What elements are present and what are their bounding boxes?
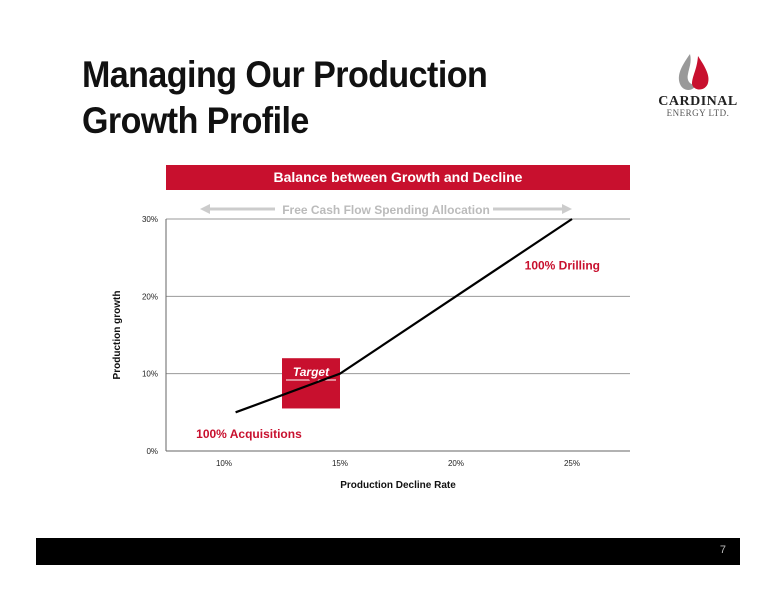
annotation-drilling: 100% Drilling bbox=[525, 258, 600, 272]
x-tick-label: 20% bbox=[448, 459, 464, 468]
title-line-1: Managing Our Production bbox=[82, 54, 488, 95]
target-label: Target bbox=[293, 365, 330, 379]
cash-flow-arrow: Free Cash Flow Spending Allocation bbox=[200, 203, 572, 217]
y-tick-label: 0% bbox=[146, 447, 158, 456]
x-tick-label: 25% bbox=[564, 459, 580, 468]
flame-drop-icon bbox=[678, 54, 709, 90]
logo-name: CARDINAL bbox=[658, 94, 738, 109]
x-tick-label: 15% bbox=[332, 459, 348, 468]
page-title: Managing Our Production Growth Profile bbox=[82, 52, 488, 144]
footer-bar: 7 bbox=[36, 538, 740, 565]
title-line-2: Growth Profile bbox=[82, 100, 309, 141]
logo-subtitle: ENERGY LTD. bbox=[666, 108, 730, 118]
y-tick-label: 20% bbox=[142, 292, 158, 301]
company-logo: CARDINAL ENERGY LTD. bbox=[650, 48, 746, 128]
y-tick-label: 10% bbox=[142, 370, 158, 379]
chart-banner: Balance between Growth and Decline bbox=[166, 165, 630, 190]
annotation-acquisitions: 100% Acquisitions bbox=[196, 427, 302, 441]
series-line bbox=[235, 218, 573, 414]
x-tick-label: 10% bbox=[216, 459, 232, 468]
arrow-label: Free Cash Flow Spending Allocation bbox=[282, 203, 490, 217]
x-axis-label: Production Decline Rate bbox=[340, 480, 456, 491]
y-tick-label: 30% bbox=[142, 215, 158, 224]
y-axis-label: Production growth bbox=[112, 291, 123, 380]
page-number: 7 bbox=[719, 544, 726, 556]
